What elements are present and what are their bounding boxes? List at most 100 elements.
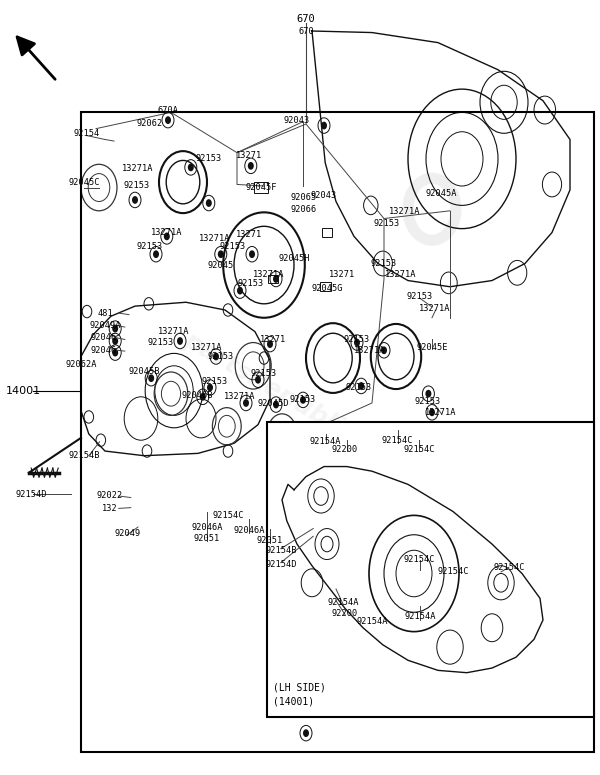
Text: 92045D: 92045D	[257, 398, 289, 408]
Text: 92051: 92051	[257, 536, 283, 546]
Text: 92154C: 92154C	[493, 563, 524, 572]
Text: 92153: 92153	[202, 377, 228, 386]
Text: 92066: 92066	[290, 205, 317, 214]
Text: 132: 132	[102, 504, 118, 513]
Text: 92046B: 92046B	[181, 391, 212, 400]
Text: 92045A: 92045A	[425, 189, 457, 198]
Circle shape	[165, 116, 171, 124]
Circle shape	[112, 349, 118, 356]
Text: 92154A: 92154A	[356, 617, 388, 626]
Text: 92045C: 92045C	[68, 178, 100, 188]
Text: 13271A: 13271A	[419, 304, 451, 313]
Text: 92154B: 92154B	[265, 546, 296, 555]
Circle shape	[188, 164, 194, 171]
Circle shape	[429, 408, 435, 416]
Text: 92154C: 92154C	[403, 445, 434, 454]
Text: 13271A: 13271A	[151, 228, 182, 237]
Text: 92153: 92153	[124, 181, 150, 191]
Text: 92154C: 92154C	[437, 567, 469, 577]
Bar	[322, 228, 332, 237]
Text: 92200: 92200	[332, 445, 358, 454]
Text: 92154B: 92154B	[68, 451, 100, 460]
Text: 92045E: 92045E	[416, 343, 448, 352]
Circle shape	[218, 250, 224, 258]
Text: 92022: 92022	[97, 491, 123, 501]
Text: 92153: 92153	[374, 219, 400, 228]
Circle shape	[132, 196, 138, 204]
Text: 92153: 92153	[290, 395, 316, 405]
Text: 13271A: 13271A	[224, 392, 256, 401]
Text: 92153: 92153	[148, 338, 174, 347]
Text: 92200: 92200	[331, 609, 358, 618]
Text: 92045H: 92045H	[278, 254, 310, 264]
Circle shape	[237, 287, 243, 294]
Circle shape	[303, 729, 309, 737]
Text: 92153: 92153	[251, 369, 277, 378]
Text: 92045F: 92045F	[245, 183, 277, 192]
Text: 14001: 14001	[6, 387, 41, 396]
Circle shape	[267, 340, 273, 348]
Circle shape	[273, 275, 279, 283]
Text: 92046A: 92046A	[191, 522, 223, 532]
Circle shape	[207, 384, 213, 391]
Circle shape	[255, 376, 261, 384]
Text: 92065: 92065	[290, 193, 317, 202]
Circle shape	[249, 250, 255, 258]
Circle shape	[354, 339, 360, 346]
Text: 13271A: 13271A	[389, 207, 421, 216]
Text: 13271A: 13271A	[122, 164, 154, 174]
Text: 92154A: 92154A	[404, 611, 436, 621]
Circle shape	[425, 390, 431, 398]
Text: 13271A: 13271A	[191, 343, 223, 352]
Circle shape	[206, 199, 212, 207]
Text: 92153: 92153	[346, 383, 372, 392]
Circle shape	[148, 374, 154, 382]
Text: 92045B: 92045B	[128, 367, 160, 377]
Bar	[268, 275, 278, 283]
Circle shape	[381, 346, 387, 354]
Text: 13271: 13271	[329, 270, 355, 279]
Circle shape	[273, 401, 279, 408]
Text: 670A: 670A	[158, 105, 179, 115]
Circle shape	[112, 325, 118, 332]
Text: 92154C: 92154C	[212, 511, 244, 520]
Circle shape	[243, 399, 249, 407]
Text: 13271A: 13271A	[425, 408, 457, 417]
Text: 92045: 92045	[208, 260, 234, 270]
Text: 92154: 92154	[74, 129, 100, 138]
Text: 92043: 92043	[311, 191, 337, 200]
Text: 92046: 92046	[90, 333, 116, 343]
Text: 92062A: 92062A	[65, 360, 97, 369]
Text: 92049: 92049	[114, 529, 140, 538]
Text: 670: 670	[298, 26, 314, 36]
Bar	[254, 182, 268, 193]
Text: 13271: 13271	[236, 150, 262, 160]
Text: 92154C: 92154C	[382, 436, 413, 445]
Bar	[81, 112, 594, 752]
Text: 92046: 92046	[90, 346, 116, 355]
Text: 13271: 13271	[236, 229, 262, 239]
Text: 92153: 92153	[371, 259, 397, 268]
Text: 92045G: 92045G	[311, 284, 343, 293]
Text: 13271: 13271	[260, 335, 286, 344]
Text: 13271A: 13271A	[253, 270, 284, 279]
Text: 92153: 92153	[343, 335, 370, 344]
Text: 13271A: 13271A	[199, 234, 230, 243]
Circle shape	[164, 232, 170, 240]
Text: 92154D: 92154D	[265, 560, 296, 569]
Text: 92051: 92051	[194, 534, 220, 543]
Circle shape	[358, 382, 364, 390]
Circle shape	[213, 353, 219, 360]
Text: 92153: 92153	[137, 242, 163, 251]
Text: 92046A: 92046A	[233, 526, 265, 536]
Text: 670: 670	[296, 15, 316, 24]
Text: 92153: 92153	[196, 153, 222, 163]
Text: 481: 481	[97, 308, 113, 318]
Text: 92153: 92153	[220, 242, 246, 251]
Circle shape	[200, 393, 206, 401]
Bar	[267, 422, 594, 717]
Circle shape	[112, 337, 118, 345]
Text: 13271A: 13271A	[158, 327, 190, 336]
Text: 13271A: 13271A	[385, 270, 416, 279]
Text: 92153: 92153	[238, 279, 264, 288]
